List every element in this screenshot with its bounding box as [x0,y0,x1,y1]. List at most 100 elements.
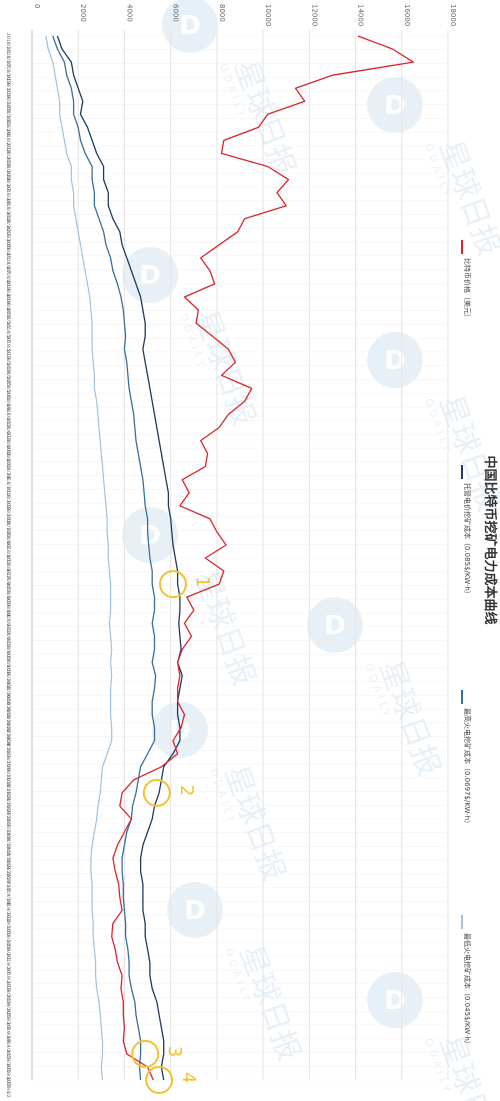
x-tick-label: 2018/10/22 [5,706,11,733]
x-tick-label: 2018/12/15 [5,830,11,857]
y-tick-label: 0 [33,4,41,8]
x-tick-label: 2018/7/6 [5,459,11,480]
legend: 比特币价格（美元） 托管电价挖矿成本（0.085$/KW·h） 最高火电挖矿成本（0… [461,240,472,1048]
x-tick-label: 2019/2/7 [5,953,11,974]
x-tick-label: 2018/5/25 [5,363,11,387]
x-tick-label: 2018/8/17 [5,555,11,579]
y-tick-label: 12000 [310,4,318,26]
x-tick-label: 2018/3/14 [5,198,11,222]
watermark-logo-letter: D [324,611,346,641]
x-tick-label: 2018/2/12 [5,129,11,153]
gridlines [31,30,449,1081]
x-tick-label: 2018/7/18 [5,486,11,510]
x-tick-label: 2018/5/1 [5,308,11,329]
x-tick-label: 2018/9/28 [5,651,11,675]
x-tick-label: 2018/1/1 [5,33,11,54]
chart-header: 中国比特币挖矿电力成本曲线 比特币价格（美元） 托管电价挖矿成本（0.085$/K… [461,240,498,1048]
x-tick-label: 2018/12/21 [5,843,11,870]
x-tick-label: 2019/1/8 [5,885,11,906]
watermark-logo-letter: D [139,261,161,291]
y-tick-label: 8000 [218,4,226,22]
y-tick-label: 4000 [125,4,133,22]
x-tick-label: 2018/3/2 [5,170,11,191]
x-tick-label: 2018/5/13 [5,335,11,359]
x-tick-label: 2018/4/7 [5,253,11,274]
annotation-circle [145,1066,174,1094]
x-tick-label: 2018/10/4 [5,665,11,689]
legend-label: 比特币价格（美元） [463,258,472,321]
x-tick-label: 2018/12/9 [5,816,11,840]
x-tick-label: 2018/11/3 [5,734,11,758]
x-tick-label: 2018/8/23 [5,569,11,593]
x-tick-label: 2018/8/11 [5,541,11,565]
annotation-label: 2 [176,785,197,796]
x-tick-label: 2018/9/4 [5,596,11,617]
x-tick-label: 2018/5/7 [5,321,11,342]
watermark-logo-letter: D [384,986,406,1016]
legend-label: 最高火电挖矿成本（0.0697$/KW·h） [463,708,472,827]
plot-area: 0 2000 4000 6000 8000 10000 12000 14000 16000 180… [5,4,457,1098]
x-tick-label: 2018/6/30 [5,445,11,469]
x-tick-label: 2018/8/5 [5,528,11,549]
x-tick-label: 2018/11/15 [5,761,11,788]
y-tick-label: 6000 [172,4,180,22]
x-tick-label: 2019/2/19 [5,981,11,1005]
series-line-2 [52,35,157,1081]
x-tick-label: 2018/10/28 [5,720,11,747]
watermark-logo-letter: D [179,11,201,41]
x-tick-label: 2018/11/21 [5,775,11,802]
x-tick-label: 2018/4/19 [5,280,11,304]
x-tick-label: 2019/2/13 [5,967,11,991]
x-tick-label: 2019/3/21 [5,1050,11,1074]
x-tick-label: 2018/1/19 [5,74,11,98]
annotation-circle [158,570,187,599]
y-tick-label: 14000 [357,4,365,26]
x-tick-label: 2018/3/20 [5,212,11,236]
x-tick-label: 2019/1/2 [5,871,11,892]
x-tick-label: 2018/10/10 [5,679,11,706]
x-tick-label: 2018/2/24 [5,157,11,181]
x-tick-label: 2018/7/12 [5,473,11,497]
x-tick-label: 2019/1/26 [5,926,11,950]
x-tick-label: 2018/2/6 [5,115,11,136]
x-tick-label: 2018/10/16 [5,692,11,719]
watermark-logo-letter: D [384,346,406,376]
legend-label: 最低火电挖矿成本（0.045$/KW·h） [463,933,472,1048]
x-tick-label: 2019/2/1 [5,940,11,961]
x-tick-label: 2018/1/7 [5,47,11,68]
watermark-logo-letter: D [184,896,206,926]
y-tick-label: 2000 [79,4,87,22]
x-tick-label: 2019/3/27 [5,1063,11,1087]
x-tick-label: 2018/5/19 [5,349,11,373]
x-tick-label: 2018/12/27 [5,857,11,884]
chart-title: 中国比特币挖矿电力成本曲线 [482,455,498,624]
series-line-3 [45,35,113,1081]
x-tick-label: 2018/11/27 [5,789,11,816]
x-tick-label: 2018/4/25 [5,294,11,318]
x-tick-label: 2018/9/10 [5,610,11,634]
x-tick-label: 2019/4/2 [5,1077,11,1098]
x-tick-label: 2018/5/31 [5,376,11,400]
x-tick-label: 2019/2/25 [5,995,11,1019]
x-tick-label: 2018/6/12 [5,404,11,428]
legend-label: 托管电价挖矿成本（0.085$/KW·h） [463,483,472,598]
x-tick-label: 2018/11/9 [5,747,11,771]
y-tick-labels: 0 2000 4000 6000 8000 10000 12000 14000 16000 180… [33,4,457,26]
x-tick-label: 2018/4/1 [5,239,11,260]
x-tick-label: 2018/3/26 [5,225,11,249]
x-tick-label: 2018/9/16 [5,624,11,648]
series-line-0 [111,35,414,1081]
annotation-label: 1 [192,576,213,587]
x-tick-label: 2018/9/22 [5,637,11,661]
watermark-logo-letter: D [384,91,406,121]
x-tick-label: 2018/4/13 [5,267,11,291]
x-tick-label: 2019/3/9 [5,1022,11,1043]
x-tick-label: 2018/7/30 [5,514,11,538]
x-tick-label: 2018/6/18 [5,418,11,442]
